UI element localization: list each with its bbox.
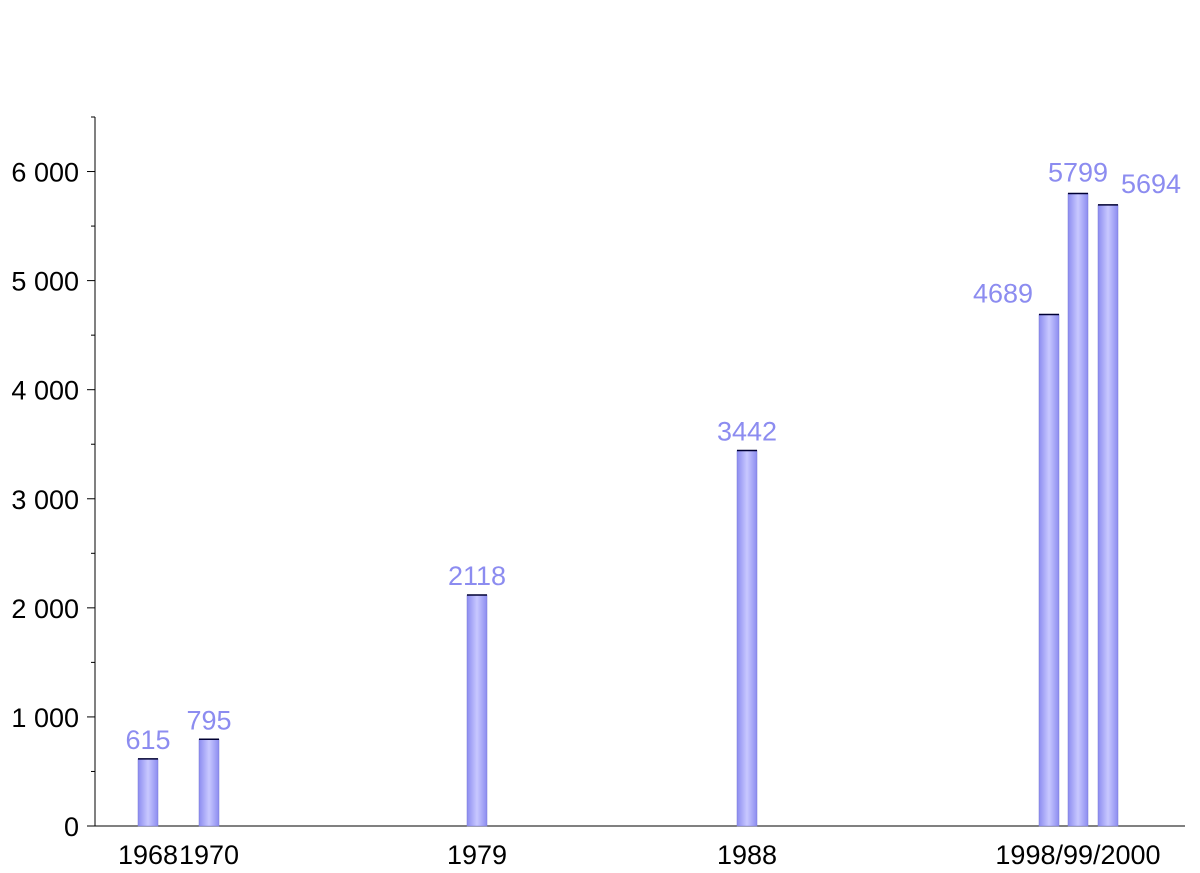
bar <box>1067 193 1089 827</box>
x-tick-label: 1998/99/2000 <box>995 840 1160 870</box>
bar-data-label: 615 <box>125 725 170 755</box>
x-tick-label: 1979 <box>447 840 507 870</box>
y-tick-label: 6 000 <box>11 158 79 188</box>
y-tick-label: 0 <box>64 812 79 842</box>
bars <box>137 192 1119 827</box>
bar <box>1038 314 1060 827</box>
bar-data-label: 2118 <box>448 561 506 591</box>
x-tick-label: 1970 <box>179 840 239 870</box>
bar-data-label: 5799 <box>1048 157 1108 187</box>
y-axis: 0 1 000 2 000 3 000 4 000 5 000 6 000 <box>11 116 96 842</box>
x-axis: 1968 1970 1979 1988 1998/99/2000 <box>95 825 1185 870</box>
bar <box>137 758 159 827</box>
bar <box>198 739 220 827</box>
y-tick-label: 5 000 <box>11 267 79 297</box>
bar-data-label: 4689 <box>973 279 1033 309</box>
x-tick-label: 1968 <box>118 840 178 870</box>
y-tick-label: 3 000 <box>11 485 79 515</box>
y-tick-label: 2 000 <box>11 594 79 624</box>
bar <box>1097 204 1119 827</box>
y-tick-label: 1 000 <box>11 703 79 733</box>
bar <box>736 450 758 827</box>
data-labels: 615 795 2118 3442 4689 5799 5694 <box>125 157 1181 754</box>
bar-data-label: 795 <box>186 705 231 735</box>
bar-data-label: 3442 <box>717 417 777 447</box>
bar <box>466 594 488 827</box>
bar-data-label: 5694 <box>1121 169 1181 199</box>
x-tick-label: 1988 <box>717 840 777 870</box>
y-tick-label: 4 000 <box>11 376 79 406</box>
